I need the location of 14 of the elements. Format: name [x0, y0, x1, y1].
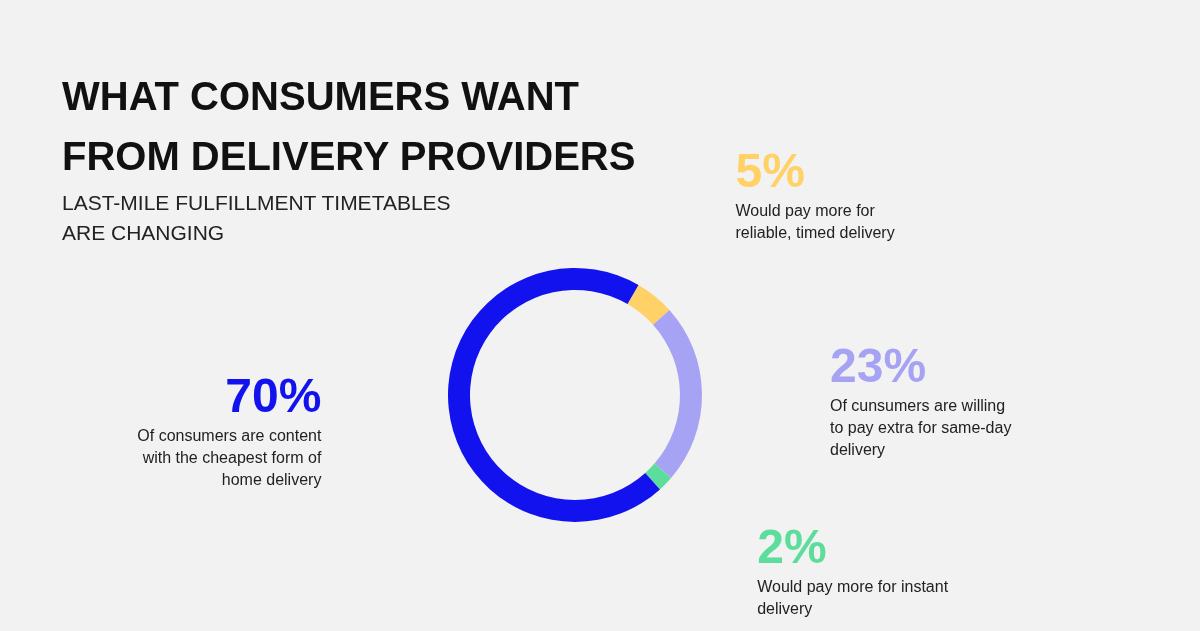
donut-slice — [448, 268, 660, 522]
donut-slice — [653, 310, 702, 478]
slice-label: Would pay more for instant delivery — [757, 578, 949, 618]
donut-slice — [645, 463, 672, 490]
chart-title: WHAT CONSUMERS WANT FROM DELIVERY PROVIDERS — [62, 73, 637, 180]
data-label: 2% — [757, 520, 827, 574]
data-label: 5% — [735, 143, 805, 197]
slice-label: Of cunsumers are willing to pay extra for same-day delivery — [829, 397, 1012, 459]
slice-label: Of consumers are content with the cheapest form of home delivery — [137, 426, 322, 488]
data-label: 23% — [829, 339, 927, 393]
slice-label: Would pay more for reliable, timed delivery — [735, 201, 895, 241]
text: LAST-MILE FULFILLMENT TIMETABLES ARE CHANGING — [62, 190, 452, 247]
donut-slice — [627, 285, 670, 325]
data-label: 70% — [225, 368, 322, 422]
